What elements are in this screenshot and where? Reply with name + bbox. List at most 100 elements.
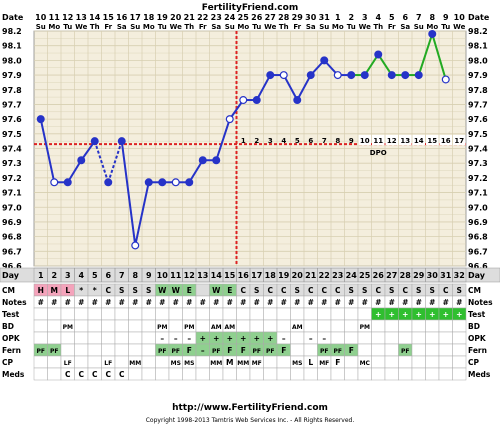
temp-point	[239, 96, 248, 105]
row-value-cp: MF	[252, 360, 262, 367]
row-value-notes: #	[105, 298, 111, 307]
temp-point	[50, 178, 59, 187]
row-cell-bd	[452, 319, 467, 333]
row-value-bd: PM	[184, 324, 194, 331]
row-value-opk: –	[322, 334, 326, 343]
row-value-test: +	[375, 310, 381, 319]
y-tick-right: 96.6	[468, 262, 488, 271]
row-cell-fern	[357, 343, 372, 357]
row-cell-meds	[384, 367, 399, 381]
temp-point	[293, 96, 302, 105]
date-tick: 15	[103, 13, 115, 22]
date-tick: 17	[130, 13, 141, 22]
row-cell-cp	[195, 355, 210, 369]
y-tick-left: 97.3	[2, 159, 22, 168]
row-value-notes: #	[281, 298, 287, 307]
row-value-notes: #	[119, 298, 125, 307]
row-cell-bd	[398, 319, 413, 333]
dpo-cell-bg	[372, 135, 385, 145]
row-cell-bd	[438, 319, 453, 333]
row-cell-meds	[168, 367, 183, 381]
row-value-test: +	[456, 310, 462, 319]
row-cell-test	[74, 307, 89, 321]
dpo-tick: 8	[335, 137, 340, 145]
weekday-tick: Tu	[347, 23, 356, 31]
dpo-tick: 1	[241, 137, 246, 145]
temp-point	[144, 178, 153, 187]
row-value-fern: PF	[172, 348, 181, 355]
dpo-tick: 11	[373, 137, 383, 145]
row-value-bd: AM	[292, 324, 303, 331]
day-tick: 29	[413, 271, 425, 280]
y-tick-left: 97.5	[2, 130, 22, 139]
row-value-fern: –	[201, 346, 205, 355]
y-tick-left: 98.1	[2, 42, 22, 51]
row-value-notes: #	[254, 298, 260, 307]
day-tick: 26	[373, 271, 385, 280]
y-tick-left: 97.7	[2, 100, 22, 109]
row-label-right-bd: BD	[468, 322, 480, 331]
row-cell-bd	[47, 319, 62, 333]
row-label-bd: BD	[2, 322, 14, 331]
row-value-cp: MC	[360, 360, 371, 367]
weekday-tick: We	[170, 23, 182, 31]
row-cell-bd	[33, 319, 48, 333]
footer-url[interactable]: http://www.FertilityFriend.com	[172, 403, 328, 413]
row-value-notes: #	[78, 298, 84, 307]
row-cell-fern	[438, 343, 453, 357]
row-value-cp: F	[335, 358, 340, 367]
row-value-cm: C	[321, 286, 327, 295]
row-value-cm: S	[295, 286, 300, 295]
y-tick-right: 96.9	[468, 218, 488, 227]
day-tick: 28	[400, 271, 412, 280]
temp-point	[158, 178, 167, 187]
row-value-bd: AM	[224, 324, 235, 331]
row-value-notes: #	[65, 298, 71, 307]
weekday-tick: Su	[36, 23, 46, 31]
weekday-tick: Th	[279, 23, 289, 31]
row-cell-bd	[168, 319, 183, 333]
row-value-cm: W	[158, 286, 167, 295]
weekday-tick: Mo	[143, 23, 155, 31]
row-value-cm: *	[79, 286, 83, 295]
row-value-cm: W	[172, 286, 181, 295]
row-cell-test	[60, 307, 75, 321]
dpo-cell-bg	[399, 135, 412, 145]
y-tick-left: 97.9	[2, 71, 22, 80]
day-tick: 6	[105, 271, 111, 280]
row-label-right-test: Test	[468, 310, 486, 319]
date-tick: 8	[429, 13, 435, 22]
row-value-bd: PM	[157, 324, 167, 331]
row-value-opk: –	[309, 334, 313, 343]
row-cell-bd	[344, 319, 359, 333]
row-cell-test	[168, 307, 183, 321]
weekday-tick: Su	[414, 23, 424, 31]
dpo-tick: 9	[349, 137, 354, 145]
row-cell-opk	[411, 331, 426, 345]
row-value-cp: MS	[184, 360, 194, 367]
dpo-cell-bg	[412, 135, 425, 145]
date-tick: 16	[116, 13, 128, 22]
row-cell-meds	[344, 367, 359, 381]
temp-point	[266, 71, 275, 80]
weekday-tick: Mo	[426, 23, 438, 31]
day-tick: 13	[197, 271, 208, 280]
row-cell-opk	[344, 331, 359, 345]
row-value-fern: PF	[158, 348, 167, 355]
temp-line-segment	[215, 118, 231, 161]
row-value-opk: +	[267, 334, 273, 343]
temp-point	[117, 137, 126, 146]
row-value-cm: M	[51, 286, 58, 295]
row-cell-fern	[141, 343, 156, 357]
row-cell-test	[330, 307, 345, 321]
row-cell-bd	[371, 319, 386, 333]
row-cell-cp	[33, 355, 48, 369]
temp-point	[347, 71, 356, 80]
row-value-notes: #	[348, 298, 354, 307]
row-value-meds: C	[105, 370, 111, 379]
row-cell-fern	[87, 343, 102, 357]
row-value-notes: #	[173, 298, 179, 307]
row-value-meds: C	[78, 370, 84, 379]
day-tick: 32	[454, 271, 465, 280]
